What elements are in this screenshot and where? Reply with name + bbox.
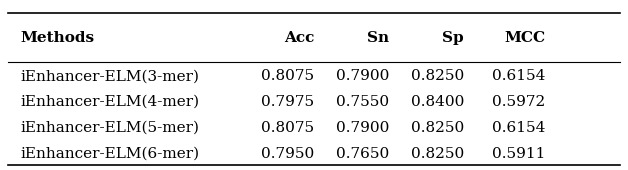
Text: 0.5972: 0.5972	[492, 95, 545, 109]
Text: MCC: MCC	[504, 31, 545, 45]
Text: 0.8250: 0.8250	[411, 69, 464, 83]
Text: Methods: Methods	[20, 31, 94, 45]
Text: 0.6154: 0.6154	[492, 121, 545, 135]
Text: 0.8075: 0.8075	[261, 69, 314, 83]
Text: Sp: Sp	[443, 31, 464, 45]
Text: iEnhancer-ELM(3-mer): iEnhancer-ELM(3-mer)	[20, 69, 199, 83]
Text: iEnhancer-ELM(6-mer): iEnhancer-ELM(6-mer)	[20, 147, 199, 161]
Text: 0.6154: 0.6154	[492, 69, 545, 83]
Text: Acc: Acc	[284, 31, 314, 45]
Text: 0.8250: 0.8250	[411, 147, 464, 161]
Text: 0.8250: 0.8250	[411, 121, 464, 135]
Text: 0.7950: 0.7950	[261, 147, 314, 161]
Text: iEnhancer-ELM(5-mer): iEnhancer-ELM(5-mer)	[20, 121, 199, 135]
Text: 0.5911: 0.5911	[492, 147, 545, 161]
Text: 0.7900: 0.7900	[335, 69, 389, 83]
Text: Sn: Sn	[367, 31, 389, 45]
Text: 0.7650: 0.7650	[336, 147, 389, 161]
Text: 0.7975: 0.7975	[261, 95, 314, 109]
Text: 0.8400: 0.8400	[411, 95, 464, 109]
Text: 0.7550: 0.7550	[336, 95, 389, 109]
Text: 0.8075: 0.8075	[261, 121, 314, 135]
Text: 0.7900: 0.7900	[335, 121, 389, 135]
Text: iEnhancer-ELM(4-mer): iEnhancer-ELM(4-mer)	[20, 95, 199, 109]
